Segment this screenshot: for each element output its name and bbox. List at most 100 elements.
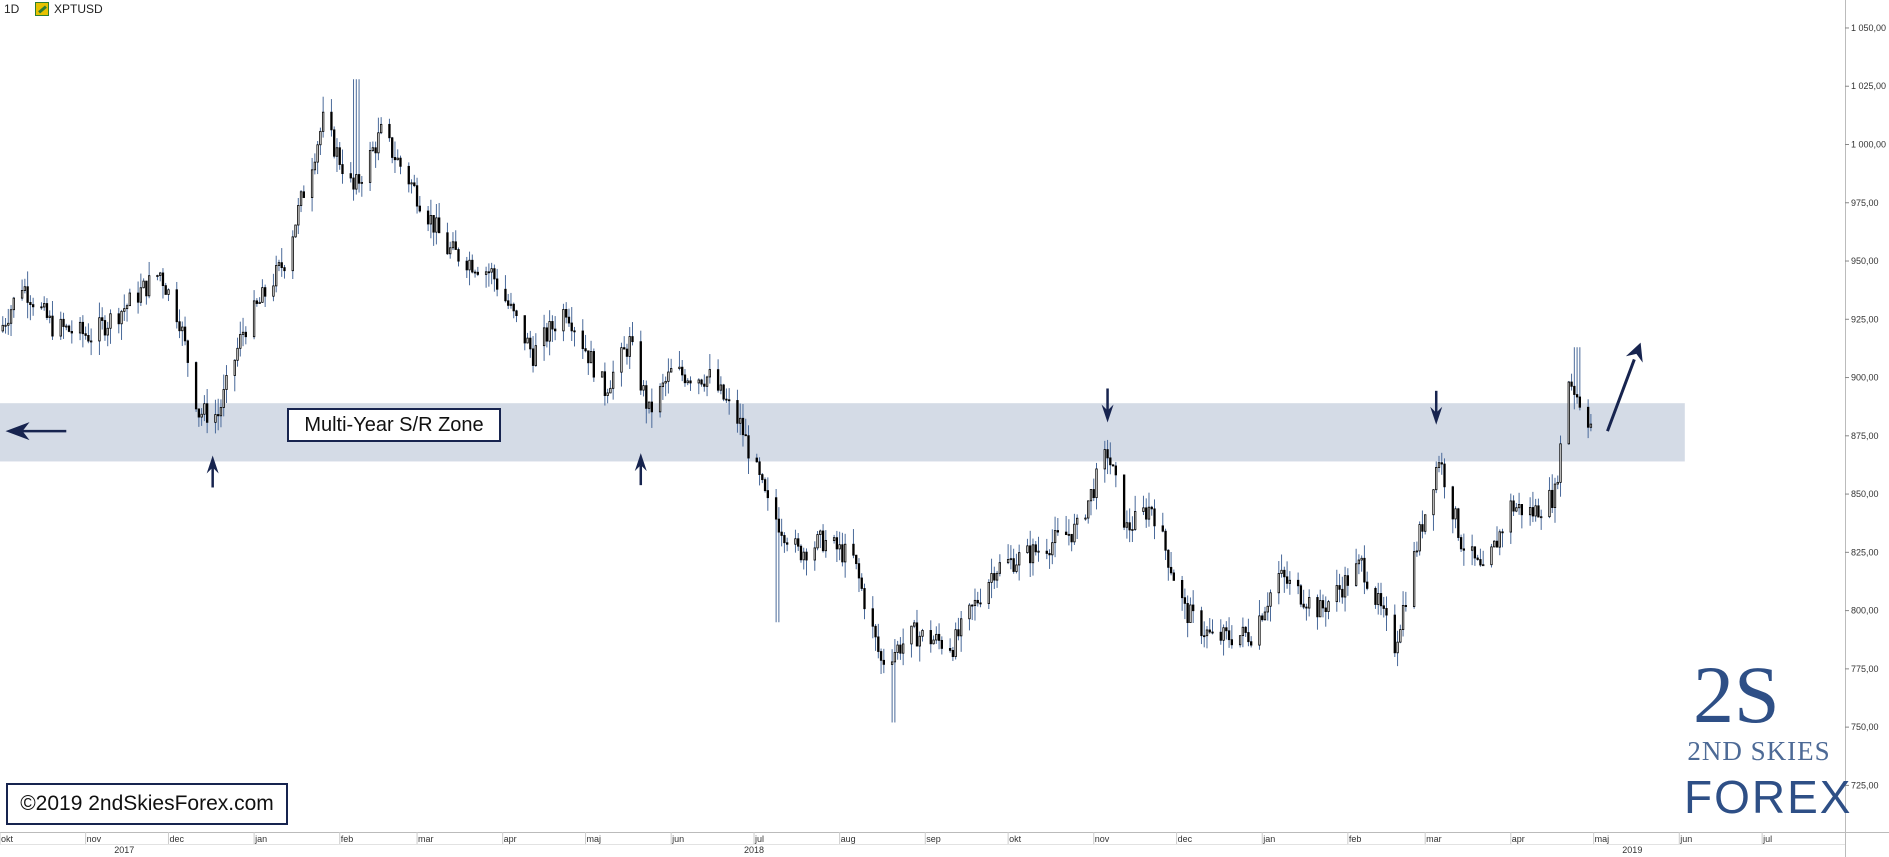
candle-body [26,286,29,303]
candle-body [1473,546,1477,559]
candle-body [1122,474,1126,528]
candle-body [1238,635,1242,646]
candle-body [1335,585,1338,603]
logo-text-2nd-skies: 2ND SKIES [1687,736,1831,766]
candle-body [874,625,877,638]
candle-body [407,165,410,185]
month-tick-label: nov [1095,834,1110,844]
candle-body [1401,605,1405,630]
month-tick-label: jan [254,834,267,844]
candle-body [1567,381,1570,445]
candle-body [432,215,435,233]
candle-body [794,538,797,545]
candle-body [755,457,758,463]
candle-body [620,347,623,373]
candle-body [84,333,87,336]
candle-body [183,326,187,342]
candle-body [664,380,667,384]
candle-body [719,384,723,391]
candle-body [468,259,471,271]
candle-body [835,537,839,550]
candle-body [9,309,13,324]
candle-body [272,285,275,297]
candle-body [294,224,297,238]
candle-body [1183,597,1187,604]
candle-body [139,287,143,303]
month-tick-label: nov [87,834,102,844]
candle-body [1424,514,1427,532]
candle-body [377,132,380,154]
candle-body [603,371,607,396]
candle-body [413,182,416,187]
candle-body [1308,597,1311,609]
candle-body [910,625,913,645]
month-tick-label: feb [1349,834,1362,844]
candle-body [1225,627,1228,632]
candle-body [297,205,300,226]
candle-body [766,490,769,499]
ticker-icon [35,2,49,16]
candle-body [1092,489,1095,499]
candle-body [987,581,990,604]
candle-body [1051,542,1054,556]
candle-body [1029,545,1032,564]
candle-body [797,538,800,547]
candle-body [1451,486,1454,520]
candle-body [551,321,554,330]
candle-body [606,392,609,396]
candle-body [1018,552,1021,566]
price-tick-label: 825,00 [1851,547,1879,557]
candle-body [399,157,402,167]
candle-body [313,161,317,171]
candle-body [1305,606,1308,609]
candle-body [222,389,225,408]
candle-body [465,260,468,271]
touch-arrow-up-head [206,455,219,474]
month-tick-label: dec [1178,834,1193,844]
candle-body [686,380,689,384]
candle-body [708,369,711,378]
month-tick-label: jan [1262,834,1275,844]
candle-body [197,408,201,418]
candle-body [841,544,844,563]
price-tick-label: 775,00 [1851,664,1879,674]
month-tick-label: mar [418,834,434,844]
candle-body [81,321,85,335]
candle-body [786,542,789,545]
candle-body [87,335,90,342]
candle-body [584,348,587,352]
candle-body [1517,504,1521,509]
candle-body [62,318,65,327]
candle-body [159,272,162,276]
candle-body [283,267,286,272]
candle-body [1586,406,1590,428]
candle-body [1482,564,1485,567]
candle-body [548,321,551,342]
candle-body [1285,576,1289,584]
candle-body [1208,629,1211,633]
candle-body [1056,530,1059,533]
candle-body [1034,544,1037,553]
candle-body [1189,604,1192,624]
candle-body [871,608,874,627]
candle-body [495,278,499,290]
candle-body [722,384,725,400]
candle-body [700,379,703,385]
candle-body [1222,627,1225,641]
candle-body [1440,462,1443,465]
candle-body [302,191,305,198]
candle-body [263,287,267,297]
price-tick-label: 975,00 [1851,198,1879,208]
candle-body [592,351,595,378]
month-tick-label: feb [341,834,354,844]
breakout-arrow-shaft [1606,358,1636,432]
month-tick-label: apr [504,834,517,844]
candle-body [493,268,496,280]
timeframe-label[interactable]: 1D [4,2,20,16]
symbol-label[interactable]: XPTUSD [54,2,103,16]
candle-body [181,326,184,332]
candle-body [799,545,803,561]
candle-body [758,461,761,475]
candle-body [705,376,709,387]
candle-body [20,290,24,299]
